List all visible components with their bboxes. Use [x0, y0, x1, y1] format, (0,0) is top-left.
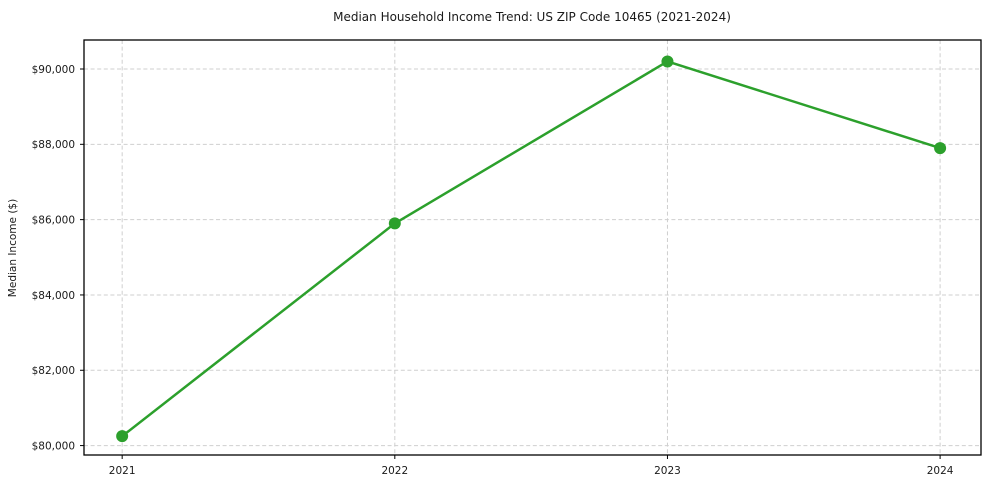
data-point-2023 [661, 55, 674, 68]
plot-border [83, 39, 982, 456]
x-tick-label: 2021 [109, 465, 136, 477]
y-tick-label: $90,000 [32, 64, 75, 76]
y-axis-label: Median Income ($) [7, 199, 19, 297]
axes-frame [83, 39, 982, 456]
y-tick-label: $86,000 [32, 214, 75, 226]
data-series [116, 55, 947, 443]
x-tick-label: 2023 [654, 465, 681, 477]
y-tick-label: $84,000 [32, 290, 75, 302]
tick-marks [80, 68, 941, 459]
y-tick-label: $80,000 [32, 440, 75, 452]
data-point-2022 [388, 217, 401, 230]
x-tick-label: 2022 [381, 465, 408, 477]
y-tick-labels: $80,000 $82,000 $84,000 $86,000 $88,000 $90,0… [32, 64, 75, 453]
data-point-2021 [116, 430, 129, 443]
y-tick-label: $88,000 [32, 139, 75, 151]
gridlines [84, 40, 981, 455]
chart-title: Median Household Income Trend: US ZIP Co… [333, 10, 731, 24]
data-point-2024 [934, 142, 947, 155]
x-tick-label: 2024 [927, 465, 954, 477]
y-tick-label: $82,000 [32, 365, 75, 377]
x-tick-labels: 2021 2022 2023 2024 [109, 465, 954, 477]
trend-line [120, 60, 942, 438]
